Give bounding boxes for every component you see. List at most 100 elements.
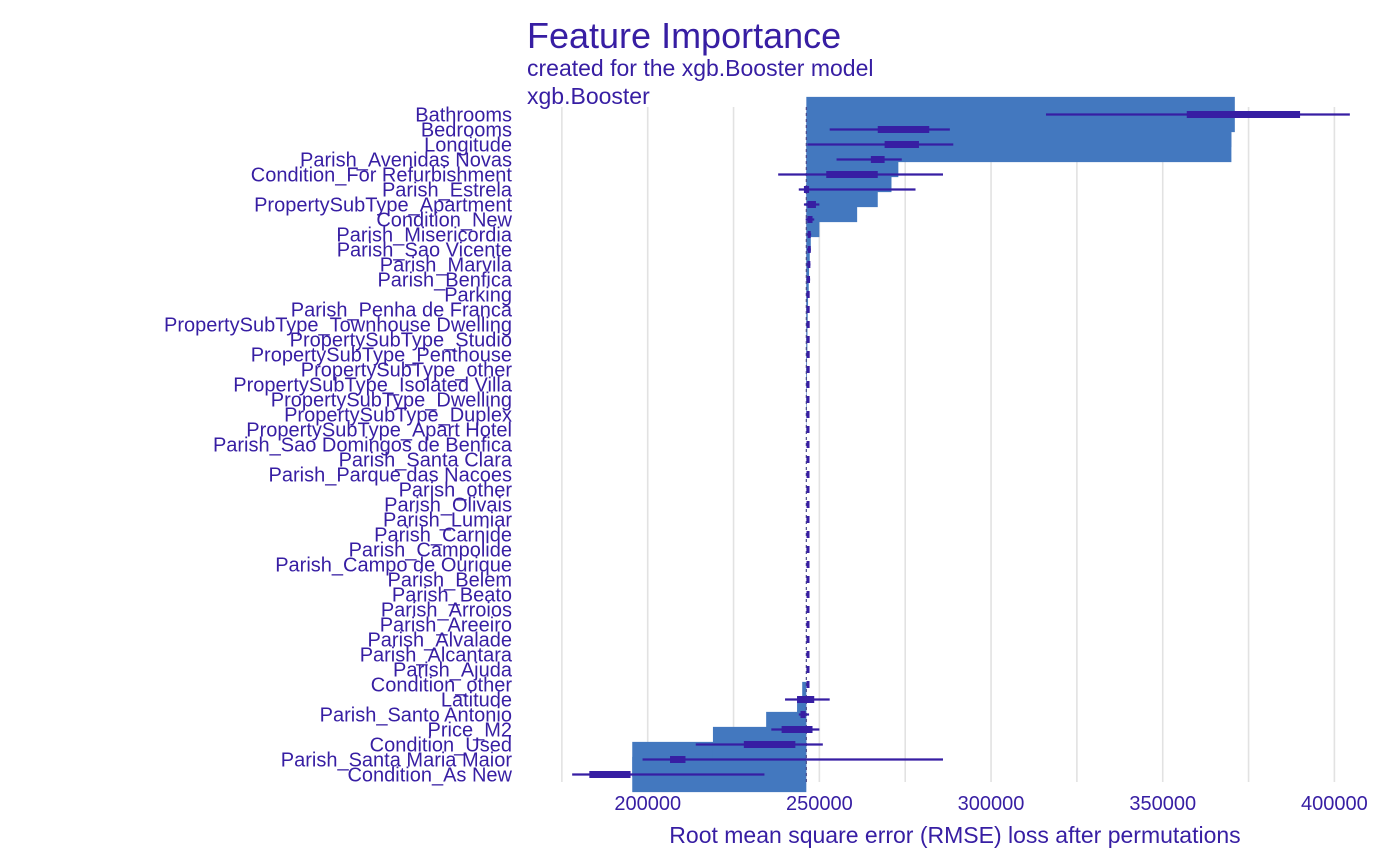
boxplot-box: [807, 276, 811, 283]
feature-label: Parish_Santa Clara: [339, 450, 513, 472]
boxplot-box: [806, 441, 810, 448]
x-tick-label: 350000: [1129, 793, 1196, 815]
grid-layer: [561, 107, 1336, 782]
boxplot-box: [806, 501, 810, 508]
feature-label: Parish_Penha de Franca: [291, 300, 513, 322]
x-tick-label: 200000: [614, 793, 681, 815]
boxplot-box: [806, 306, 810, 313]
boxplot-box: [806, 396, 810, 403]
boxplot-box: [670, 756, 686, 763]
feature-label: PropertySubType_Apartment: [254, 195, 512, 217]
feature-label: Parish_Campolide: [349, 540, 512, 562]
feature-label: Parish_Avenidas Novas: [300, 150, 512, 172]
feature-label: PropertySubType_Dwelling: [271, 390, 512, 412]
boxplot-box: [806, 606, 810, 613]
boxplot-box: [806, 666, 810, 673]
boxplot-box: [806, 366, 810, 373]
boxplot-box: [807, 216, 813, 223]
chart-title: Feature Importance: [527, 15, 841, 56]
feature-label: Parish_Lumiar: [383, 510, 512, 532]
boxplot-box: [806, 576, 810, 583]
feature-label: Parish_Sao Vicente: [337, 240, 512, 262]
boxplot-box: [806, 411, 810, 418]
feature-label: Parish_Estrela: [382, 180, 513, 202]
feature-label: Parish_Santo Antonio: [320, 705, 512, 727]
feature-label-layer: BathroomsBedroomsLongitudeParish_Avenida…: [164, 105, 513, 787]
feature-label: Parish_Misericordia: [336, 225, 512, 247]
feature-label: PropertySubType_Apart Hotel: [246, 420, 512, 442]
boxplot-box: [800, 711, 806, 718]
boxplot-box: [806, 486, 810, 493]
x-tick-label: 400000: [1301, 793, 1368, 815]
boxplot-box: [806, 681, 810, 688]
feature-label: Parish_Arroios: [381, 600, 512, 622]
feature-label: Parish_Santa Maria Maior: [281, 750, 513, 772]
feature-label: Parish_Parque das Nacoes: [269, 465, 512, 487]
x-axis-label: Root mean square error (RMSE) loss after…: [669, 822, 1240, 848]
feature-label: PropertySubType_Townhouse Dwelling: [164, 315, 512, 337]
feature-label: Parish_Beato: [392, 585, 512, 607]
boxplot-box: [806, 456, 810, 463]
feature-label: Condition_For Refurbishment: [251, 165, 513, 187]
feature-label: Parish_Campo de Ourique: [275, 555, 512, 577]
boxplot-box: [806, 381, 810, 388]
boxplot-box: [803, 186, 810, 193]
feature-label: Parish_Belem: [387, 570, 512, 592]
feature-label: PropertySubType_Duplex: [284, 405, 512, 427]
boxplot-box: [806, 531, 810, 538]
feature-label: PropertySubType_Isolated Villa: [233, 375, 513, 397]
feature-label: Bedrooms: [421, 120, 512, 142]
boxplot-box: [1186, 111, 1301, 118]
feature-label: Parish_Marvila: [380, 255, 513, 277]
boxplot-box: [807, 201, 816, 208]
boxplot-box: [806, 516, 810, 523]
feature-label: Parish_Sao Domingos de Benfica: [213, 435, 513, 457]
feature-label: Latitude: [441, 690, 512, 712]
boxplot-box: [884, 141, 919, 148]
feature-label: Parking: [444, 285, 512, 307]
feature-label: Parish_other: [399, 480, 513, 502]
boxplot-box: [806, 291, 810, 298]
x-tick-label: 300000: [958, 793, 1025, 815]
feature-label: Longitude: [424, 135, 512, 157]
feature-label: Condition_As New: [347, 765, 512, 787]
boxplot-box: [806, 426, 810, 433]
boxplot-box: [806, 636, 810, 643]
feature-label: Bathrooms: [415, 105, 512, 127]
bar-layer: [632, 96, 1235, 793]
boxplot-box: [870, 156, 885, 163]
chart-subtitle: created for the xgb.Booster model: [527, 55, 873, 81]
feature-label: Parish_Benfica: [377, 270, 512, 292]
boxplot-box: [806, 651, 810, 658]
boxplot-box: [589, 771, 631, 778]
boxplot-box: [826, 171, 878, 178]
boxplot-box: [806, 561, 810, 568]
boxplot-box: [806, 336, 810, 343]
boxplot-box: [806, 351, 810, 358]
feature-label: Condition_other: [371, 675, 513, 697]
x-tick-layer: 200000 250000 300000 350000 400000: [614, 793, 1367, 815]
feature-label: PropertySubType_Penthouse: [251, 345, 512, 367]
feature-label: Parish_Alcantara: [360, 645, 513, 667]
boxplot-box: [781, 726, 813, 733]
feature-label: Parish_Ajuda: [393, 660, 513, 682]
boxplot-box: [806, 546, 810, 553]
boxplot-box: [806, 321, 810, 328]
feature-label: Condition_New: [376, 210, 512, 232]
feature-label: Parish_Olivais: [384, 495, 512, 517]
boxplot-box: [743, 741, 796, 748]
feature-label: Parish_Areeiro: [380, 615, 512, 637]
boxplot-box: [806, 471, 810, 478]
feature-label: PropertySubType_other: [301, 360, 513, 382]
boxplot-layer: [572, 111, 1350, 778]
panel-model-label: xgb.Booster: [527, 83, 650, 109]
feature-label: Price_M2: [428, 720, 512, 742]
boxplot-box: [807, 246, 811, 253]
boxplot-box: [797, 696, 815, 703]
x-tick-label: 250000: [786, 793, 853, 815]
feature-label: Parish_Alvalade: [367, 630, 512, 652]
boxplot-box: [806, 591, 810, 598]
boxplot-box: [877, 126, 930, 133]
boxplot-box: [806, 621, 810, 628]
